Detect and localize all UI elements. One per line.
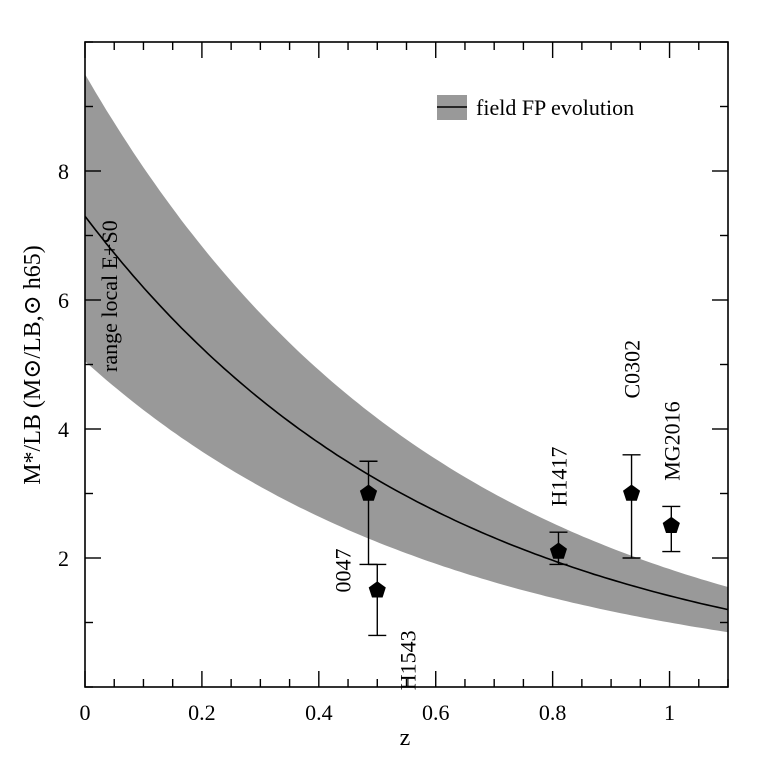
data-point-labels: 0047 H1543 H1417 C0302 MG2016 <box>331 340 685 690</box>
point-marker <box>368 581 386 598</box>
data-point-h1543 <box>368 563 387 637</box>
point-marker <box>359 484 378 501</box>
x-axis-title: z <box>400 725 411 751</box>
y-tick-label: 4 <box>58 417 69 442</box>
y-tick-label: 2 <box>58 546 69 571</box>
x-tick-label: 0.8 <box>539 700 567 725</box>
legend-label: field FP evolution <box>476 95 634 120</box>
data-point-0047 <box>359 460 378 566</box>
model-curve <box>84 215 729 611</box>
point-label-h1543: H1543 <box>395 630 420 690</box>
x-tick-label: 0.2 <box>188 700 216 725</box>
point-marker <box>623 484 641 501</box>
data-points <box>359 454 681 637</box>
model-band <box>85 74 728 633</box>
x-tick-label: 0.4 <box>305 700 333 725</box>
point-marker <box>662 516 680 533</box>
point-label-h1417: H1417 <box>547 447 572 507</box>
data-point-mg2016 <box>662 505 681 553</box>
axis-tick-labels: 0 0.2 0.4 0.6 0.8 1 2 4 6 8 <box>58 159 675 725</box>
y-tick-label: 6 <box>58 288 69 313</box>
band-annotation: range local E+S0 <box>97 220 122 372</box>
point-label-mg2016: MG2016 <box>659 401 684 480</box>
axis-ticks <box>84 41 729 688</box>
y-tick-label: 8 <box>58 159 69 184</box>
x-tick-label: 1 <box>664 700 675 725</box>
point-label-0047: 0047 <box>331 549 356 593</box>
x-tick-label: 0 <box>80 700 91 725</box>
point-marker <box>549 542 567 559</box>
y-axis-title: M*/LB (M⊙/LB,⊙ h65) <box>20 245 46 485</box>
data-point-c0302 <box>622 454 641 559</box>
data-point-h1417 <box>549 531 568 566</box>
legend: field FP evolution <box>437 95 634 120</box>
point-label-c0302: C0302 <box>620 340 645 399</box>
x-tick-label: 0.6 <box>422 700 450 725</box>
